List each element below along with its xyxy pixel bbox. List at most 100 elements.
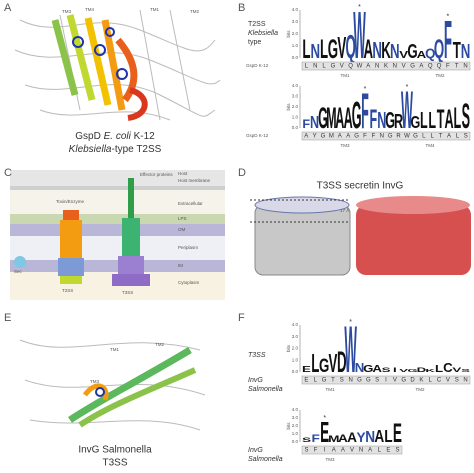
logo-letter: E <box>302 365 311 374</box>
logo-axis-label: bits <box>286 103 291 111</box>
row-label: T2SS <box>248 21 266 28</box>
logo-letter: Q <box>425 46 435 61</box>
logo-letter: T <box>437 105 445 134</box>
logo-axis-label: bits <box>286 344 291 352</box>
logo-tick: 3.0 <box>292 94 299 99</box>
logo-letter: V <box>399 49 408 60</box>
logo-tick: 2.0 <box>292 423 299 428</box>
sequence-letter: S <box>375 378 379 384</box>
logo-letter: N <box>310 113 319 133</box>
panel-e-title: InvG Salmonella <box>78 445 152 456</box>
sequence-letter: N <box>463 64 467 70</box>
seq-label: Salmonella <box>248 456 283 463</box>
row-label: type <box>248 39 261 46</box>
logo-star: * <box>364 86 367 93</box>
layer-label: OM <box>178 227 186 232</box>
sequence-letter: T <box>439 134 443 140</box>
logo-letter: G <box>407 40 417 62</box>
sequence-letter: S <box>395 448 399 454</box>
logo-star: * <box>406 84 409 91</box>
logo-letter: F <box>444 11 452 70</box>
logo-tick: 4.0 <box>292 83 299 88</box>
logo-letter: T <box>453 38 461 64</box>
panel-a-subtitle-part: -type T2SS <box>111 144 161 155</box>
sequence-letter: V <box>350 448 354 454</box>
sequence-letter: N <box>380 134 384 140</box>
logo-letter: M <box>328 435 339 444</box>
logo-letter: A <box>444 105 453 134</box>
logo-letter: L <box>454 102 462 134</box>
layer-label: Host membrane <box>178 178 211 183</box>
sequence-letter: N <box>348 378 352 384</box>
sequence-letter: M <box>329 134 334 140</box>
logo-letter: E <box>393 418 402 448</box>
t2ss-label: T2SS <box>62 288 73 293</box>
panel-e-structure <box>19 339 206 431</box>
logo-letter: W <box>401 81 413 140</box>
sequence-letter: F <box>372 134 376 140</box>
sequence-letter: E <box>304 378 308 384</box>
panel-a-subtitle-part: Klebsiella <box>69 144 112 155</box>
row-label: Klebsiella <box>248 30 278 37</box>
logo-tick: 2.0 <box>292 31 299 36</box>
logo-tick: 1.0 <box>292 43 299 48</box>
sequence-letter: R <box>396 134 401 140</box>
logo-tick: 2.0 <box>292 346 299 351</box>
sequence-letter: Q <box>428 64 433 70</box>
logo-letter: S <box>462 96 470 136</box>
logo-letter: L <box>420 107 428 133</box>
panel-a-subtitle: Klebsiella-type T2SS <box>69 144 162 155</box>
seq-label: GspD K-12 <box>246 133 269 138</box>
distance-label: 17 Å <box>340 207 349 213</box>
logo-star: * <box>358 4 361 11</box>
logo-tick: 3.0 <box>292 19 299 24</box>
logo-tick: 4.0 <box>292 322 299 327</box>
logo-letter: N <box>390 40 400 62</box>
logo-tick: 0.0 <box>292 55 299 60</box>
logo-star: * <box>349 319 352 326</box>
logo-letter: G <box>407 368 418 373</box>
layer-label: Periplasm <box>178 245 198 250</box>
tm-label: TM4 <box>426 143 435 148</box>
panel-label: E <box>4 312 11 324</box>
sequence-letter: F <box>446 64 450 70</box>
logo-axis-label: bits <box>286 30 291 38</box>
sequence-letter: G <box>321 134 326 140</box>
sequence-letter: A <box>447 134 451 140</box>
sequence-letter: S <box>340 378 344 384</box>
sequence-letter: N <box>393 64 397 70</box>
sec-label: Sec <box>14 269 23 274</box>
logo-letter: Y <box>357 430 366 445</box>
logo-axis-label: bits <box>286 422 291 430</box>
logo-letter: F <box>311 432 320 445</box>
sequence-letter: T <box>455 64 459 70</box>
panel-a-title: GspD E. coli K-12 <box>75 131 155 142</box>
sequence-letter: G <box>401 378 406 384</box>
logo-tick: 1.0 <box>292 115 299 120</box>
panel-label: C <box>4 167 12 179</box>
logo-letter: K <box>381 38 391 64</box>
sequence-bar <box>301 131 471 141</box>
sequence-letter: D <box>410 378 415 384</box>
logo-letter: N <box>355 360 365 375</box>
layer-label: Host <box>178 171 188 176</box>
seq-label: InvG <box>248 377 263 384</box>
logo-letter: A <box>417 49 427 60</box>
logo-star: * <box>323 415 326 422</box>
sequence-letter: A <box>419 64 423 70</box>
sequence-letter: V <box>446 378 450 384</box>
logo-letter: A <box>344 102 353 134</box>
logo-letter: L <box>311 349 319 378</box>
logo-letter: A <box>364 35 374 64</box>
logo-letter: S <box>382 367 391 374</box>
logo-tick: 4.0 <box>292 407 299 412</box>
logo-letter: L <box>320 35 328 64</box>
t3ss-label: T3SS <box>122 290 133 295</box>
logo-letter: V <box>329 349 338 378</box>
sequence-letter: A <box>338 134 342 140</box>
sequence-letter: A <box>341 448 345 454</box>
sequence-letter: G <box>322 378 327 384</box>
sequence-bar <box>301 375 471 385</box>
logo-letter: G <box>352 94 362 137</box>
effector-label: Effector proteins <box>140 172 173 177</box>
